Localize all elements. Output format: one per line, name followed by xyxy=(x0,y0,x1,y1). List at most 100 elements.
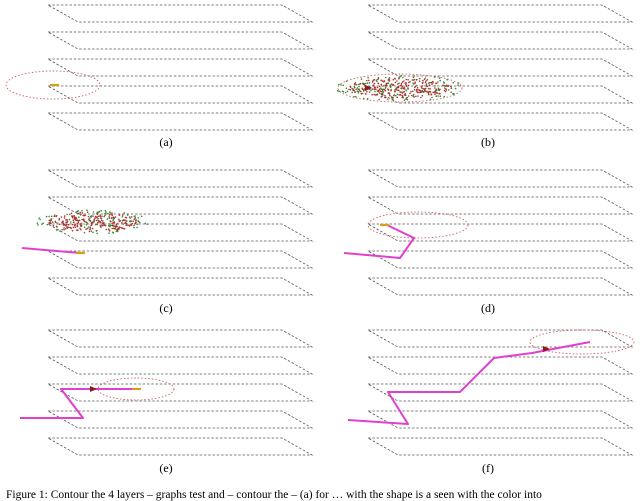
frontier-point xyxy=(55,229,58,231)
explored-point xyxy=(65,221,68,224)
frontier-point xyxy=(46,223,49,226)
explored-point xyxy=(439,93,441,95)
explored-point xyxy=(352,88,355,91)
explored-point xyxy=(401,81,404,83)
explored-point xyxy=(411,79,414,81)
frontier-point xyxy=(437,87,440,90)
explored-point xyxy=(363,89,365,92)
explored-point xyxy=(372,79,375,81)
floor-layer xyxy=(46,437,314,456)
explored-point xyxy=(111,224,113,227)
explored-point xyxy=(102,222,104,225)
explored-point xyxy=(76,222,79,225)
frontier-point xyxy=(407,95,410,97)
frontier-point xyxy=(104,209,107,212)
explored-point xyxy=(362,83,365,85)
floor-layer xyxy=(366,4,634,23)
explored-point xyxy=(382,91,385,93)
explored-point xyxy=(415,78,418,81)
frontier-point xyxy=(114,228,117,230)
frontier-point xyxy=(374,90,376,93)
explored-point xyxy=(377,82,379,85)
frontier-point xyxy=(345,87,348,89)
explored-point xyxy=(435,88,437,91)
explored-point xyxy=(70,227,72,230)
panel-label-c: (c) xyxy=(159,301,172,315)
frontier-point xyxy=(454,87,457,90)
frontier-point xyxy=(130,220,133,222)
explored-point xyxy=(71,223,74,226)
explored-point xyxy=(414,81,416,83)
frontier-point xyxy=(98,210,101,213)
panel-e xyxy=(20,329,314,456)
explored-point xyxy=(396,80,398,82)
explored-point xyxy=(72,226,75,229)
frontier-point xyxy=(50,215,53,218)
explored-point xyxy=(423,90,426,92)
frontier-point xyxy=(379,87,382,89)
explored-point xyxy=(399,94,402,96)
frontier-point xyxy=(104,212,106,215)
frontier-point xyxy=(83,231,86,234)
explored-point xyxy=(394,81,397,84)
explored-point xyxy=(103,224,106,226)
explored-point xyxy=(390,83,393,85)
explored-point xyxy=(76,225,79,228)
floor-layer xyxy=(366,223,634,242)
explored-point xyxy=(354,83,356,85)
explored-point xyxy=(403,90,405,93)
explored-point xyxy=(414,85,417,88)
explored-point xyxy=(447,85,450,87)
frontier-point xyxy=(389,84,392,86)
explored-point xyxy=(383,85,385,87)
explored-point xyxy=(423,78,426,81)
explored-point xyxy=(87,215,90,218)
explored-point xyxy=(63,215,66,217)
figure-caption: Figure 1: Contour the 4 layers – graphs … xyxy=(6,489,542,501)
frontier-point xyxy=(387,98,389,100)
explored-point xyxy=(55,225,58,228)
explored-point xyxy=(49,222,51,224)
explored-point xyxy=(434,93,436,96)
frontier-point xyxy=(399,75,402,78)
explored-point xyxy=(408,81,410,84)
explored-point xyxy=(97,222,99,224)
frontier-point xyxy=(90,216,92,218)
explored-point xyxy=(401,85,403,88)
frontier-point xyxy=(48,215,50,218)
frontier-point xyxy=(402,76,404,79)
explored-point xyxy=(99,214,101,216)
frontier-point xyxy=(90,230,93,232)
frontier-point xyxy=(45,215,48,218)
explored-point xyxy=(371,93,373,96)
frontier-point xyxy=(144,222,146,225)
frontier-point xyxy=(437,95,439,97)
explored-point xyxy=(131,222,134,225)
explored-point xyxy=(396,86,399,89)
explored-point xyxy=(115,225,117,228)
explored-point xyxy=(427,87,430,90)
explored-point xyxy=(400,84,403,86)
frontier-point xyxy=(412,76,415,79)
explored-point xyxy=(86,227,89,230)
explored-point xyxy=(414,86,416,89)
explored-point xyxy=(420,86,423,89)
explored-point xyxy=(55,215,57,218)
panel-label-a: (a) xyxy=(159,135,172,149)
frontier-point xyxy=(416,84,418,87)
frontier-point xyxy=(340,84,342,86)
explored-point xyxy=(121,222,123,224)
panel-label-d: (d) xyxy=(481,301,495,315)
explored-point xyxy=(100,226,102,228)
frontier-point xyxy=(146,223,148,225)
explored-point xyxy=(402,96,404,99)
explored-point xyxy=(400,82,403,85)
frontier-point xyxy=(133,226,135,229)
explored-point xyxy=(121,227,124,229)
explored-point xyxy=(51,221,54,223)
sensor-range-ellipse xyxy=(367,211,469,239)
explored-point xyxy=(54,221,57,223)
sensor-range-ellipse xyxy=(97,377,175,401)
explored-point xyxy=(64,228,67,230)
explored-point xyxy=(416,88,418,91)
